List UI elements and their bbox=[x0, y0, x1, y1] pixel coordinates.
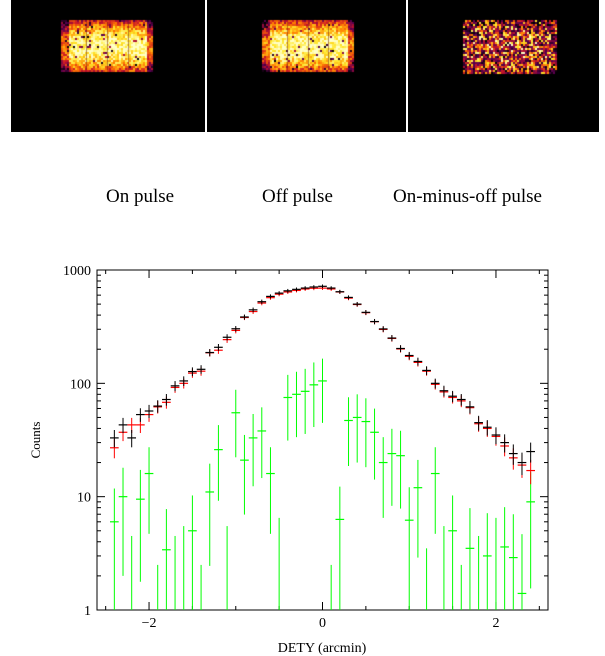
y-axis-label: Counts bbox=[28, 422, 43, 459]
off-pulse-caption: Off pulse bbox=[262, 186, 333, 207]
on-minus-off-pulse-image bbox=[408, 0, 599, 132]
y-tick-label: 10 bbox=[77, 491, 91, 506]
on-minus-off-pulse-caption: On-minus-off pulse bbox=[393, 186, 542, 207]
x-tick-label: 0 bbox=[319, 616, 326, 631]
off-pulse-image bbox=[207, 0, 406, 132]
plot-frame bbox=[96, 269, 549, 611]
on-pulse-image bbox=[11, 0, 205, 132]
y-tick-label: 1000 bbox=[63, 264, 91, 279]
y-tick-label: 1 bbox=[84, 604, 91, 619]
x-tick-label: −2 bbox=[142, 616, 157, 631]
on-pulse-caption: On pulse bbox=[106, 186, 175, 207]
x-tick-label: 2 bbox=[492, 616, 499, 631]
x-axis-label: DETY (arcmin) bbox=[278, 641, 367, 656]
y-tick-label: 100 bbox=[70, 377, 91, 392]
counts-vs-dety-chart: −2 0 2 1 10 100 1000 Counts DETY (arcmin) bbox=[28, 264, 549, 656]
